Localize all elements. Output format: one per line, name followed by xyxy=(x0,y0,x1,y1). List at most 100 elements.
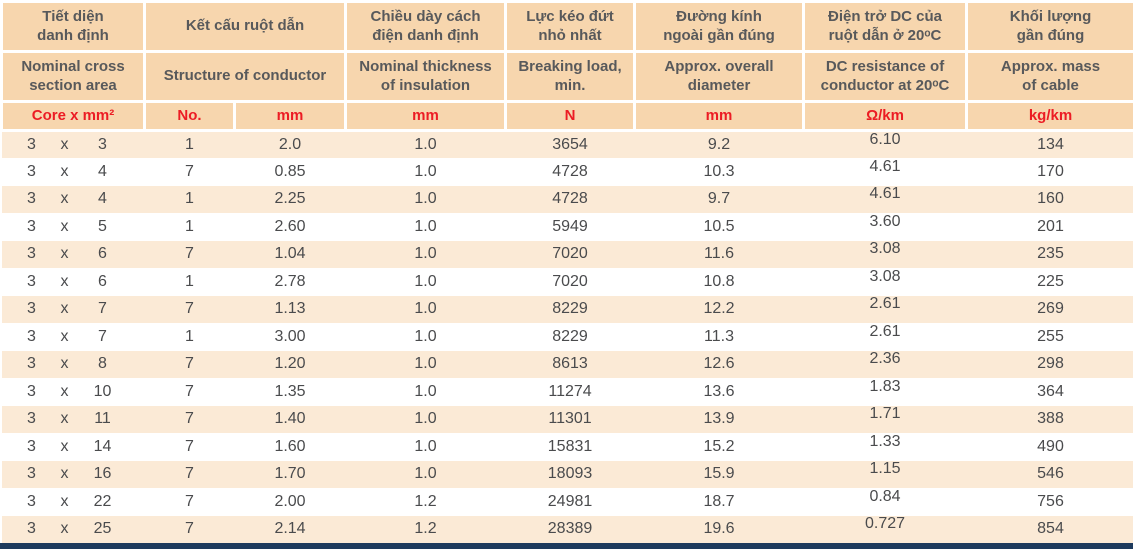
cell-core-size: 3 x 16 xyxy=(2,461,145,489)
core-seg: 3 xyxy=(27,217,36,235)
cell-dc-resistance-ohm-km: 3.08 xyxy=(804,240,967,269)
cell-breaking-load-n: 3654 xyxy=(552,136,588,153)
cell-mass-kg-km: 756 xyxy=(1037,492,1064,510)
cell-breaking-load-n: 4728 xyxy=(552,162,588,180)
table-bottom-border xyxy=(0,543,1133,549)
cell-dc-resistance-ohm-km: 1.33 xyxy=(804,433,967,461)
table-row: 3 x 11 7 1.40 1.0 11301 13.9 1.71 388 xyxy=(1,405,1133,434)
cell-breaking-load-n: 24981 xyxy=(547,492,593,510)
cell-mass-kg-km: 388 xyxy=(1037,410,1064,428)
cell-breaking-load-n: 7020 xyxy=(552,245,588,263)
core-seg: 3 xyxy=(98,136,107,153)
cell-dc-resistance-ohm-km: 3.08 xyxy=(804,268,967,296)
core-seg: x xyxy=(60,492,69,510)
dc-resistance-value: 4.61 xyxy=(869,157,901,175)
cell-insulation-mm: 1.0 xyxy=(414,355,437,373)
cell-strand-mm: 1.70 xyxy=(274,465,306,483)
cell-dc-resistance-ohm-km: 2.36 xyxy=(804,350,967,379)
cell-core-size: 3 x 6 xyxy=(2,241,145,269)
cell-mass-kg-km: 854 xyxy=(1037,520,1064,538)
cell-insulation-mm: 1.0 xyxy=(414,410,437,428)
table-row: 3 x 7 7 1.13 1.0 8229 12.2 2.61 269 xyxy=(1,295,1133,323)
cell-breaking-load-n: 7020 xyxy=(552,272,588,290)
cell-strand-mm: 2.00 xyxy=(274,492,306,510)
cell-dc-resistance-ohm-km: 1.71 xyxy=(804,405,967,434)
table-body: 3 x 3 1 2.0 1.0 3654 9.2 6.10 134 3 x 4 7 0.85 1.0 4728 1… xyxy=(1,130,1133,543)
dc-resistance-value: 1.33 xyxy=(869,432,901,450)
dc-resistance-value: 4.61 xyxy=(869,185,901,203)
cell-no: 1 xyxy=(185,327,194,345)
cell-mass-kg-km: 364 xyxy=(1037,382,1064,400)
cell-breaking-load-n: 4728 xyxy=(552,190,588,208)
cell-strand-mm: 1.40 xyxy=(274,410,306,428)
cell-insulation-mm: 1.0 xyxy=(414,217,437,235)
cell-core-size: 3 x 11 xyxy=(2,406,145,434)
cell-no: 1 xyxy=(185,136,194,153)
table-row: 3 x 7 1 3.00 1.0 8229 11.3 2.61 255 xyxy=(1,323,1133,351)
core-seg: x xyxy=(60,410,69,428)
cell-strand-mm: 1.60 xyxy=(274,437,306,455)
cell-dc-resistance-ohm-km: 1.83 xyxy=(804,378,967,406)
unit-cable-mass: kg/km xyxy=(965,100,1133,132)
core-seg: 3 xyxy=(27,465,36,483)
cell-insulation-mm: 1.0 xyxy=(414,190,437,208)
cell-overall-diameter-mm: 9.7 xyxy=(707,190,731,208)
cell-insulation-mm: 1.0 xyxy=(414,162,437,180)
cell-insulation-mm: 1.0 xyxy=(414,136,437,153)
cable-spec-table: Tiết diện danh định Kết cấu ruột dẫn Chi… xyxy=(0,0,1133,543)
cell-insulation-mm: 1.0 xyxy=(414,437,437,455)
core-seg: 22 xyxy=(93,492,112,510)
cell-dc-resistance-ohm-km: 4.61 xyxy=(804,185,967,214)
table-row: 3 x 10 7 1.35 1.0 11274 13.6 1.83 364 xyxy=(1,378,1133,406)
dc-resistance-value: 0.727 xyxy=(864,515,906,533)
cell-core-size: 3 x 3 xyxy=(2,131,145,159)
cell-core-size: 3 x 8 xyxy=(2,351,145,379)
cell-overall-diameter-mm: 18.7 xyxy=(703,492,735,510)
cell-mass-kg-km: 170 xyxy=(1037,162,1064,180)
cell-strand-mm: 2.0 xyxy=(278,136,302,153)
core-seg: 3 xyxy=(27,437,36,455)
cell-breaking-load-n: 18093 xyxy=(547,465,593,483)
cell-mass-kg-km: 298 xyxy=(1037,355,1064,373)
table-row: 3 x 22 7 2.00 1.2 24981 18.7 0.84 756 xyxy=(1,488,1133,516)
core-seg: 3 xyxy=(27,410,36,428)
core-seg: x xyxy=(60,437,69,455)
core-seg: x xyxy=(60,465,69,483)
cell-mass-kg-km: 225 xyxy=(1037,272,1064,290)
cell-no: 7 xyxy=(185,437,194,455)
cell-breaking-load-n: 15831 xyxy=(547,437,593,455)
cell-overall-diameter-mm: 9.2 xyxy=(707,136,731,153)
cell-insulation-mm: 1.2 xyxy=(414,520,437,538)
header-vi-cable-mass: Khối lượng gần đúng xyxy=(965,0,1133,53)
header-row-english: Nominal cross section area Structure of … xyxy=(0,50,1133,103)
header-row-units: Core x mm² No. mm mm N mm Ω/km kg/km xyxy=(0,100,1133,132)
core-seg: 5 xyxy=(98,217,107,235)
core-seg: 3 xyxy=(27,190,36,208)
table-row: 3 x 6 1 2.78 1.0 7020 10.8 3.08 225 xyxy=(1,268,1133,296)
cell-dc-resistance-ohm-km: 1.15 xyxy=(804,460,967,489)
unit-overall-diameter: mm xyxy=(633,100,806,132)
cell-overall-diameter-mm: 10.3 xyxy=(703,162,735,180)
cell-strand-mm: 1.35 xyxy=(274,382,306,400)
header-vi-conductor-structure: Kết cấu ruột dẫn xyxy=(142,0,348,53)
cell-overall-diameter-mm: 12.2 xyxy=(703,300,735,318)
cell-strand-mm: 2.14 xyxy=(274,520,306,538)
core-seg: x xyxy=(60,520,69,538)
core-seg: x xyxy=(60,217,69,235)
table-row: 3 x 8 7 1.20 1.0 8613 12.6 2.36 298 xyxy=(1,350,1133,379)
cell-mass-kg-km: 546 xyxy=(1037,465,1064,483)
cell-strand-mm: 0.85 xyxy=(274,162,306,180)
header-en-nominal-cross-section: Nominal cross section area xyxy=(0,50,146,103)
cell-no: 7 xyxy=(185,465,194,483)
cell-overall-diameter-mm: 13.9 xyxy=(703,410,735,428)
header-vi-breaking-load: Lực kéo đứt nhỏ nhất xyxy=(504,0,637,53)
core-seg: 10 xyxy=(93,382,112,400)
cell-no: 1 xyxy=(185,272,194,290)
unit-core-size: Core x mm² xyxy=(0,100,146,132)
header-vi-overall-diameter: Đường kính ngoài gần đúng xyxy=(633,0,806,53)
cell-strand-mm: 2.25 xyxy=(274,190,306,208)
cell-breaking-load-n: 11274 xyxy=(548,382,592,400)
cell-overall-diameter-mm: 12.6 xyxy=(703,355,735,373)
core-seg: x xyxy=(60,162,69,180)
table-header: Tiết diện danh định Kết cấu ruột dẫn Chi… xyxy=(0,0,1133,132)
